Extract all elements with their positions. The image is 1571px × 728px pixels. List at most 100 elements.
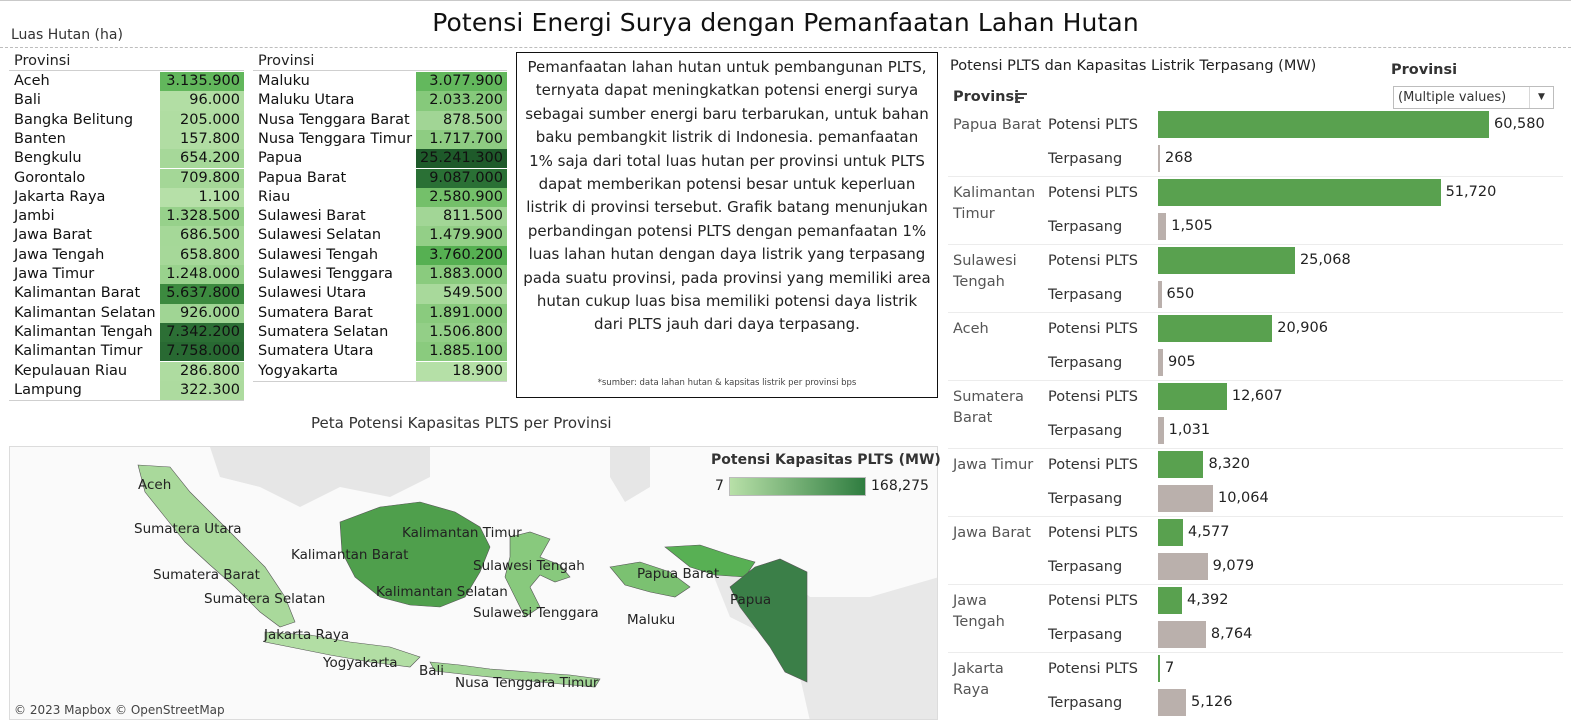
forest-table-row-value[interactable]: 878.500 — [416, 110, 507, 130]
chart-measure-label: Terpasang — [1048, 151, 1123, 167]
map-label: Kalimantan Selatan — [376, 584, 508, 600]
chart-province-name: Jakarta Raya — [953, 659, 1004, 701]
bar-terpasang[interactable] — [1158, 689, 1186, 716]
forest-table-row-value[interactable]: 1.506.800 — [416, 322, 507, 343]
chart-province-name-line: Raya — [953, 682, 990, 698]
map-label: Sumatera Utara — [134, 521, 242, 537]
bar-terpasang[interactable] — [1158, 213, 1167, 240]
province-map[interactable]: Aceh Sumatera Utara Kalimantan Barat Kalima… — [9, 446, 938, 720]
forest-table-row-value[interactable]: 1.883.000 — [416, 265, 507, 285]
forest-table-row-value[interactable]: 709.800 — [160, 168, 244, 188]
forest-table-row-value[interactable]: 25.241.300 — [416, 149, 507, 169]
bar-terpasang[interactable] — [1158, 417, 1164, 444]
bar-terpasang[interactable] — [1158, 281, 1162, 308]
province-filter-value: (Multiple values) — [1398, 90, 1507, 105]
forest-table-row-value[interactable]: 1.891.000 — [416, 303, 507, 323]
bar-terpasang[interactable] — [1158, 621, 1206, 648]
forest-table-row-name: Sumatera Barat — [258, 304, 373, 321]
map-province-kalimantan — [339, 501, 491, 608]
bar-potensi[interactable] — [1158, 247, 1295, 274]
bar-potensi[interactable] — [1158, 315, 1273, 342]
map-attribution[interactable]: © 2023 Mapbox © OpenStreetMap — [14, 703, 225, 717]
forest-table-row-name: Maluku Utara — [258, 92, 355, 109]
forest-table-row-value[interactable]: 658.800 — [160, 245, 244, 265]
forest-table-row-value[interactable]: 1.100 — [160, 187, 244, 208]
map-label: Bali — [419, 663, 445, 679]
forest-table-bottom-border — [9, 400, 244, 402]
chart-measure-label: Terpasang — [1048, 355, 1123, 371]
bar-potensi[interactable] — [1158, 451, 1204, 478]
forest-table-row-value[interactable]: 9.087.000 — [416, 168, 507, 188]
forest-table-row-value[interactable]: 3.135.900 — [160, 72, 244, 92]
forest-table-row-value[interactable]: 157.800 — [160, 129, 244, 150]
bar-value-label: 20,906 — [1277, 320, 1328, 336]
bar-potensi[interactable] — [1158, 111, 1489, 138]
chart-province-name-line: Papua Barat — [953, 117, 1042, 133]
forest-table-row-value[interactable]: 1.479.900 — [416, 226, 507, 246]
forest-table-row-value[interactable]: 286.800 — [160, 361, 244, 381]
forest-table-row-value[interactable]: 811.500 — [416, 207, 507, 227]
forest-table-row-name: Nusa Tenggara Timur — [258, 130, 413, 147]
sort-icon[interactable] — [1015, 92, 1027, 104]
forest-table-row-value[interactable]: 322.300 — [160, 380, 244, 401]
province-filter-label: Provinsi — [1391, 62, 1458, 78]
forest-table-left-header: Provinsi — [9, 52, 244, 71]
forest-table-row-value[interactable]: 926.000 — [160, 303, 244, 323]
bar-potensi[interactable] — [1158, 655, 1160, 682]
forest-table-row-value[interactable]: 686.500 — [160, 226, 244, 246]
forest-table-row-value[interactable]: 96.000 — [160, 91, 244, 111]
forest-table-row-value[interactable]: 1.328.500 — [160, 207, 244, 227]
forest-table-row-value[interactable]: 7.758.000 — [160, 342, 244, 362]
forest-table-row-value[interactable]: 5.637.800 — [160, 284, 244, 304]
forest-table-row-value[interactable]: 3.077.900 — [416, 72, 507, 92]
forest-table-row-name: Bali — [14, 92, 41, 109]
forest-table-row-name: Papua Barat — [258, 169, 347, 186]
forest-table-row-value[interactable]: 549.500 — [416, 284, 507, 304]
bar-terpasang[interactable] — [1158, 553, 1208, 580]
forest-table-row-value[interactable]: 205.000 — [160, 110, 244, 130]
bar-potensi[interactable] — [1158, 383, 1227, 410]
forest-table-row-value[interactable]: 2.580.900 — [416, 187, 507, 208]
chart-province-name: Papua Barat — [953, 115, 1041, 136]
forest-table-row-name: Sumatera Selatan — [258, 323, 389, 340]
forest-table-row-value[interactable]: 2.033.200 — [416, 91, 507, 111]
province-filter-dropdown[interactable]: (Multiple values) ▼ — [1393, 86, 1554, 109]
bar-terpasang[interactable] — [1158, 349, 1163, 376]
forest-table-row-value[interactable]: 1.717.700 — [416, 129, 507, 150]
bar-potensi[interactable] — [1158, 519, 1183, 546]
bar-value-label: 9,079 — [1212, 558, 1255, 574]
description-paragraph: Pemanfaatan lahan hutan untuk pembanguna… — [523, 58, 931, 334]
forest-table-row-name: Aceh — [14, 73, 50, 89]
chart-province-name: Jawa Timur — [953, 455, 1033, 476]
bar-value-label: 8,764 — [1210, 626, 1253, 642]
forest-table-row-value[interactable]: 18.900 — [416, 361, 507, 381]
forest-table-row-value[interactable]: 1.248.000 — [160, 265, 244, 285]
chart-measure-label: Potensi PLTS — [1048, 389, 1138, 405]
source-note: *sumber: data lahan hutan & kapsitas lis… — [597, 378, 857, 388]
bar-value-label: 60,580 — [1494, 116, 1545, 132]
bar-potensi[interactable] — [1158, 587, 1182, 614]
chart-province-name-line: Aceh — [953, 321, 989, 337]
bar-potensi[interactable] — [1158, 179, 1441, 206]
forest-table-row-name: Papua — [258, 150, 303, 167]
chart-group-divider — [948, 516, 1563, 517]
chevron-down-icon[interactable]: ▼ — [1529, 87, 1553, 108]
forest-table-row-value[interactable]: 1.885.100 — [416, 342, 507, 362]
map-label: Sumatera Barat — [153, 567, 260, 583]
forest-table-row-value[interactable]: 3.760.200 — [416, 245, 507, 265]
map-label: Yogyakarta — [323, 655, 398, 671]
forest-table-row-name: Sulawesi Tenggara — [258, 266, 393, 282]
map-province-papua — [729, 558, 808, 683]
bar-terpasang[interactable] — [1158, 485, 1213, 512]
forest-table-row-value[interactable]: 654.200 — [160, 149, 244, 169]
forest-table-row-value[interactable]: 7.342.200 — [160, 322, 244, 343]
chart-province-name: Jawa Tengah — [953, 591, 1005, 633]
map-label: Papua Barat — [637, 566, 720, 582]
chart-province-name: Sumatera Barat — [953, 387, 1024, 429]
map-label: Sulawesi Tenggara — [473, 605, 599, 621]
bar-terpasang[interactable] — [1158, 145, 1160, 172]
chart-province-name-line: Timur — [953, 206, 995, 222]
map-label: Maluku — [627, 612, 676, 628]
forest-table-row-name: Jambi — [14, 208, 55, 225]
chart-province-name-line: Jawa Barat — [953, 525, 1031, 541]
